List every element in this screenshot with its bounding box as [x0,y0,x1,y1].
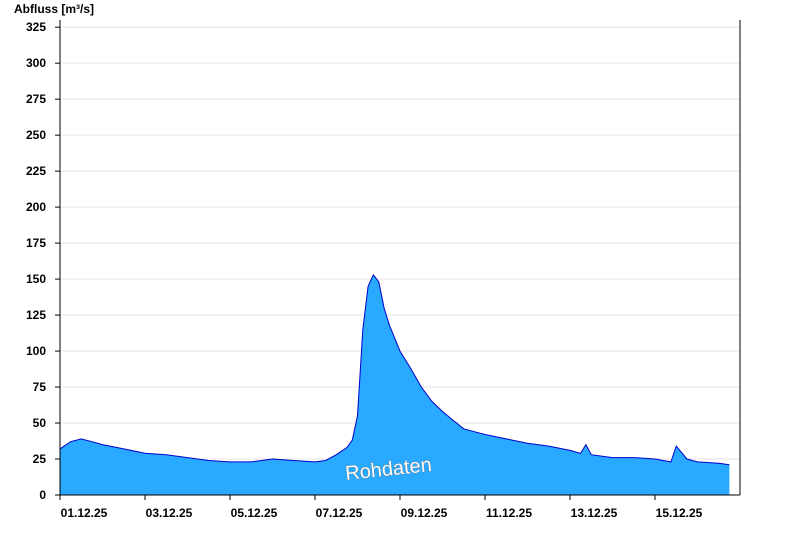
x-tick-labels: 01.12.25 03.12.25 05.12.25 07.12.25 09.12.25… [61,506,703,520]
y-tick-label: 225 [26,164,46,178]
y-tick-label: 0 [39,488,46,502]
x-tick-label: 01.12.25 [61,506,108,520]
y-tick-label: 150 [26,272,46,286]
discharge-area [59,273,730,495]
x-tick-label: 15.12.25 [656,506,703,520]
x-tick-label: 09.12.25 [401,506,448,520]
y-tick-label: 25 [33,452,47,466]
y-tick-label: 50 [33,416,47,430]
discharge-line [59,273,730,466]
y-axis-title: Abfluss [m³/s] [14,2,94,16]
x-tick-label: 05.12.25 [231,506,278,520]
x-tick-label: 03.12.25 [146,506,193,520]
gridlines [60,26,740,460]
y-tick-label: 300 [26,56,46,70]
y-tick-label: 175 [26,236,46,250]
x-tick-label: 11.12.25 [486,506,532,520]
y-tick-label: 325 [26,20,46,34]
y-tick-label: 275 [26,92,46,106]
y-tick-label: 75 [33,380,47,394]
y-tick-labels: 0 25 50 75 100 125 150 175 200 225 250 275 300 325 [26,20,46,502]
y-tick-label: 200 [26,200,46,214]
axes [55,20,741,500]
discharge-area-fill [60,274,730,495]
x-tick-label: 13.12.25 [571,506,618,520]
y-tick-label: 100 [26,344,46,358]
x-tick-label: 07.12.25 [316,506,363,520]
y-tick-label: 125 [26,308,46,322]
y-tick-label: 250 [26,128,46,142]
